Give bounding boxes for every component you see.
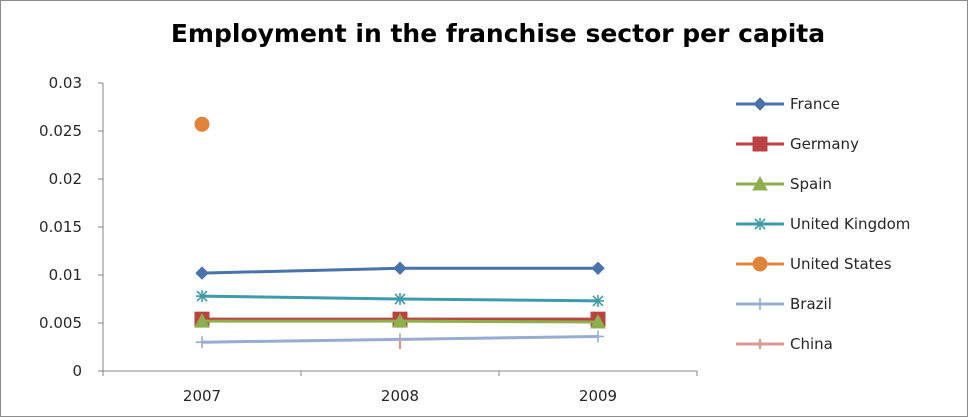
legend-item-spain: Spain: [736, 175, 832, 193]
data-point-spain-2009: [590, 313, 606, 329]
x-tick-label: 2009: [579, 387, 617, 405]
legend-item-united-states: United States: [736, 255, 892, 273]
y-tick-label: 0.01: [49, 266, 82, 284]
legend-label: Spain: [790, 175, 832, 193]
legend-label: Germany: [790, 135, 859, 153]
data-point-spain-2008: [392, 313, 408, 328]
data-point-spain-2007: [194, 313, 210, 328]
y-tick-label: 0: [72, 362, 82, 380]
y-tick-label: 0.025: [39, 122, 82, 140]
legend-item-germany: Germany: [736, 135, 859, 153]
y-tick-label: 0.02: [49, 170, 82, 188]
data-point-brazil-2007: [196, 336, 208, 349]
data-point-united-kingdom-2007: [196, 290, 208, 303]
data-point-france-2007: [195, 266, 209, 280]
legend: France Germany Spain United Kingdom United S…: [736, 95, 910, 353]
data-point-united-kingdom-2008: [394, 293, 406, 305]
legend-marker: [752, 256, 768, 272]
legend-marker: [752, 136, 768, 152]
legend-label: France: [790, 95, 840, 113]
series-france: [195, 261, 605, 280]
legend-marker: [754, 218, 766, 230]
y-tick-label: 0.03: [49, 74, 82, 92]
data-point-united-states-2007: [194, 116, 210, 132]
legend-label: United States: [790, 255, 892, 273]
data-point-france-2009: [591, 261, 605, 275]
legend-marker: [752, 175, 768, 191]
series-group: [194, 116, 606, 350]
legend-label: China: [790, 335, 833, 353]
x-tick-label: 2008: [381, 387, 419, 405]
legend-item-china: China: [736, 335, 833, 353]
legend-label: United Kingdom: [790, 215, 910, 233]
series-spain: [194, 313, 606, 329]
legend-label: Brazil: [790, 295, 832, 313]
x-tick-label: 2007: [183, 387, 221, 405]
series-united-kingdom: [196, 290, 604, 307]
data-point-brazil-2009: [592, 330, 604, 343]
chart-title: Employment in the franchise sector per c…: [171, 19, 825, 48]
y-tick-label: 0.015: [39, 218, 82, 236]
data-point-united-kingdom-2009: [592, 294, 604, 307]
axes: 0 0.005 0.01 0.015 0.02 0.025 0.03 2007 2008 2009: [39, 74, 698, 405]
legend-item-united-kingdom: United Kingdom: [736, 215, 910, 233]
data-point-france-2008: [393, 261, 407, 275]
series-united-states: [194, 116, 210, 132]
legend-item-france: France: [736, 95, 840, 113]
legend-marker: [753, 97, 767, 111]
legend-marker: [754, 298, 766, 310]
y-tick-label: 0.005: [39, 314, 82, 332]
legend-item-brazil: Brazil: [736, 295, 832, 313]
